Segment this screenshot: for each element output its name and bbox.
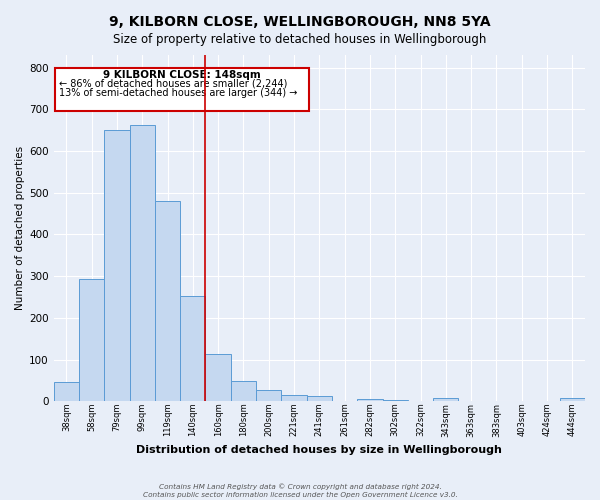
Bar — [79, 279, 104, 402]
Bar — [281, 395, 307, 402]
Bar — [383, 400, 408, 402]
Bar — [256, 390, 281, 402]
Y-axis label: Number of detached properties: Number of detached properties — [15, 146, 25, 310]
Text: ← 86% of detached houses are smaller (2,244): ← 86% of detached houses are smaller (2,… — [59, 79, 287, 89]
Text: 9 KILBORN CLOSE: 148sqm: 9 KILBORN CLOSE: 148sqm — [103, 70, 261, 80]
Bar — [180, 296, 205, 402]
Bar — [155, 202, 180, 402]
Bar — [357, 399, 383, 402]
Text: 13% of semi-detached houses are larger (344) →: 13% of semi-detached houses are larger (… — [59, 88, 297, 98]
Bar — [560, 398, 585, 402]
X-axis label: Distribution of detached houses by size in Wellingborough: Distribution of detached houses by size … — [136, 445, 502, 455]
Text: Size of property relative to detached houses in Wellingborough: Size of property relative to detached ho… — [113, 32, 487, 46]
Bar — [53, 382, 79, 402]
Text: 9, KILBORN CLOSE, WELLINGBOROUGH, NN8 5YA: 9, KILBORN CLOSE, WELLINGBOROUGH, NN8 5Y… — [109, 15, 491, 29]
Bar — [104, 130, 130, 402]
Bar — [231, 382, 256, 402]
Bar — [205, 354, 231, 402]
Bar — [130, 124, 155, 402]
Bar — [307, 396, 332, 402]
FancyBboxPatch shape — [55, 68, 309, 112]
Bar — [433, 398, 458, 402]
Text: Contains HM Land Registry data © Crown copyright and database right 2024.
Contai: Contains HM Land Registry data © Crown c… — [143, 484, 457, 498]
